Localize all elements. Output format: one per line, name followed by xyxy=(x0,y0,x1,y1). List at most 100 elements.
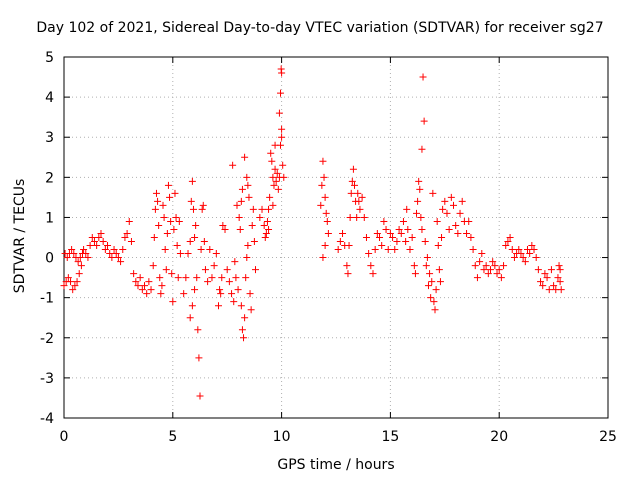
data-point xyxy=(347,189,355,197)
data-point xyxy=(319,254,327,262)
data-point xyxy=(198,205,206,213)
data-point xyxy=(438,234,446,241)
data-point xyxy=(245,193,253,201)
data-point xyxy=(389,234,397,241)
y-tick-label: 0 xyxy=(45,251,54,267)
data-point xyxy=(539,282,547,290)
data-point xyxy=(99,238,107,246)
data-point xyxy=(443,209,451,217)
data-point xyxy=(247,306,255,314)
data-point xyxy=(517,250,525,258)
data-point xyxy=(221,225,229,233)
data-point xyxy=(206,246,214,254)
data-point xyxy=(123,229,131,237)
data-point xyxy=(217,290,225,298)
data-point xyxy=(175,217,183,225)
y-tick-label: -1 xyxy=(40,291,54,307)
data-point xyxy=(161,246,169,254)
data-point xyxy=(378,242,386,250)
data-point xyxy=(249,205,257,213)
data-point xyxy=(419,73,427,81)
data-point xyxy=(134,282,142,290)
data-point xyxy=(261,234,269,241)
data-point xyxy=(238,326,246,334)
data-point xyxy=(367,262,375,270)
data-point xyxy=(270,181,278,189)
data-point xyxy=(278,133,286,141)
data-point xyxy=(73,278,81,286)
data-point xyxy=(241,314,249,322)
data-point xyxy=(486,266,494,274)
data-point xyxy=(132,278,140,286)
data-point xyxy=(369,270,377,278)
data-point xyxy=(408,234,416,241)
data-point xyxy=(262,229,270,237)
data-point xyxy=(547,266,555,274)
data-point xyxy=(136,274,144,282)
data-point xyxy=(418,145,426,153)
data-point xyxy=(345,242,353,250)
data-point xyxy=(263,217,271,225)
data-point xyxy=(373,229,381,237)
x-tick-label: 15 xyxy=(381,429,399,445)
data-point xyxy=(64,274,72,282)
data-point xyxy=(149,262,157,270)
data-point xyxy=(353,213,361,221)
data-point xyxy=(214,302,222,310)
data-point xyxy=(218,274,226,282)
data-point xyxy=(238,185,246,193)
data-point xyxy=(339,229,347,237)
data-point xyxy=(186,314,194,322)
data-point xyxy=(371,246,379,254)
data-point xyxy=(236,225,244,233)
data-point xyxy=(432,286,440,294)
data-point xyxy=(258,205,266,213)
data-point xyxy=(463,229,471,237)
data-point xyxy=(230,298,238,306)
data-point xyxy=(324,229,332,237)
data-point xyxy=(532,254,540,262)
data-point xyxy=(101,246,109,254)
data-point xyxy=(382,225,390,233)
data-point xyxy=(228,290,236,298)
data-point xyxy=(322,209,330,217)
data-point xyxy=(237,197,245,205)
data-point xyxy=(321,193,329,201)
data-point xyxy=(413,209,421,217)
data-point xyxy=(176,250,184,258)
data-point xyxy=(502,242,510,250)
ticks: 0 5 10 15 20 25 -4 -3 -2 -1 0 1 2 3 4 5 xyxy=(40,50,617,445)
data-point xyxy=(519,254,527,262)
data-point xyxy=(458,197,466,205)
data-point xyxy=(482,262,490,270)
plot-frame xyxy=(63,56,609,419)
data-point xyxy=(399,217,407,225)
data-point xyxy=(417,213,425,221)
data-point xyxy=(358,193,366,201)
data-point xyxy=(376,234,384,241)
data-point xyxy=(141,282,149,290)
data-point xyxy=(365,250,373,258)
data-point xyxy=(318,181,326,189)
data-point xyxy=(151,205,159,213)
data-point xyxy=(402,238,410,246)
data-point xyxy=(167,217,175,225)
data-point xyxy=(441,197,449,205)
data-point xyxy=(191,286,199,294)
data-point xyxy=(71,282,79,290)
data-point xyxy=(433,217,441,225)
data-point xyxy=(500,262,508,270)
data-point xyxy=(356,205,364,213)
data-point xyxy=(515,246,523,254)
data-point xyxy=(528,242,536,250)
data-point xyxy=(90,238,98,246)
data-point xyxy=(508,246,516,254)
data-point xyxy=(471,262,479,270)
data-point xyxy=(476,258,484,266)
data-point xyxy=(70,250,78,258)
data-point xyxy=(439,205,447,213)
data-point xyxy=(241,153,249,161)
data-point xyxy=(320,173,328,181)
data-point xyxy=(360,213,368,221)
data-point xyxy=(380,217,388,225)
